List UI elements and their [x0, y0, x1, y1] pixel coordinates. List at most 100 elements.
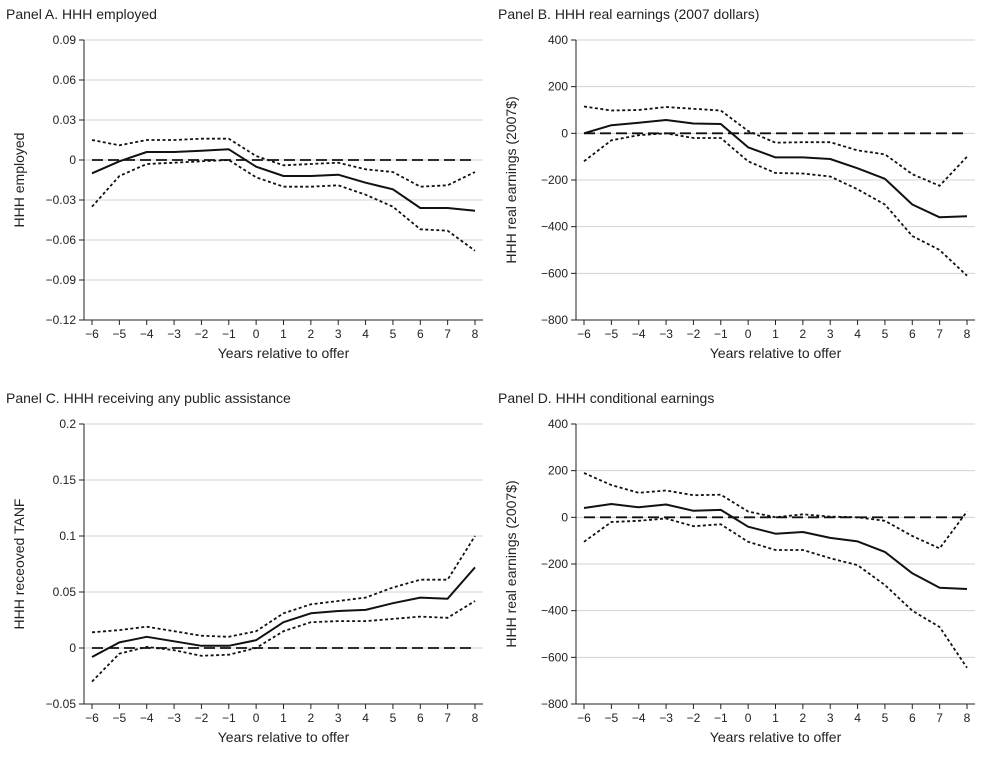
panel-a-x-tick-label: −2: [195, 327, 209, 341]
panel-c-x-tick-label: 0: [253, 711, 260, 725]
panel-d-y-axis-title: HHH real earnings (2007$): [503, 480, 519, 647]
panel-c-x-tick-label: 6: [417, 711, 424, 725]
panel-a-chart: 0.090.060.030−0.03−0.06−0.09−0.12−6 −5 −4−…: [11, 33, 483, 361]
panel-c-y-tick-label: 0: [69, 641, 76, 655]
panel-a-x-tick-label: −5: [113, 327, 127, 341]
panel-d-x-tick-label: −1: [714, 711, 728, 725]
panel-a-series-solid-0: [91, 148, 476, 212]
panel-d-x-tick-label: 8: [964, 711, 971, 725]
panel-a-y-tick-label: −0.12: [46, 313, 77, 327]
panel-b-chart: 400 200 0 −200 −400 −600 −800 −6 −5 −4 −3 −2 −1 0 1 2 3 4…: [503, 33, 975, 361]
panel-d: Panel D. HHH conditional earnings 400 200…: [492, 384, 983, 768]
panel-c-x-tick-label: 8: [472, 711, 479, 725]
panel-c-y-axis-title: HHH receoved TANF: [11, 499, 27, 630]
panel-c-x-tick-label: 3: [335, 711, 342, 725]
panel-a-x-tick-label: −4: [140, 327, 154, 341]
panel-a-title: Panel A. HHH employed: [6, 6, 157, 22]
panel-c-title: Panel C. HHH receiving any public assist…: [6, 390, 291, 406]
panel-d-series-dotted-1: [583, 472, 968, 550]
panel-c-x-axis-title: Years relative to offer: [218, 729, 350, 745]
panel-d-title: Panel D. HHH conditional earnings: [498, 390, 715, 406]
panel-a-x-axis-title: Years relative to offer: [218, 345, 350, 361]
panel-d-x-tick-label: 2: [800, 711, 807, 725]
panel-a-y-tick-label: −0.09: [46, 273, 77, 287]
panel-c-series-dotted-1: [91, 535, 476, 638]
panel-a-x-tick-label: −1: [222, 327, 236, 341]
panel-d-x-tick-label: 5: [882, 711, 889, 725]
panel-a-series-dotted-1: [91, 137, 476, 188]
panel-d-x-tick-label: 3: [827, 711, 834, 725]
panel-b-x-tick-label: 3: [827, 327, 834, 341]
panel-b-x-tick-label: −1: [714, 327, 728, 341]
panel-a-x-tick-label: 7: [444, 327, 451, 341]
panel-b: Panel B. HHH real earnings (2007 dollars…: [492, 0, 983, 384]
panel-a-y-tick-label: −0.06: [46, 233, 77, 247]
panel-c-y-tick-label: −0.05: [46, 697, 77, 711]
panel-d-x-tick-label: 7: [936, 711, 943, 725]
panel-a-y-tick-label: 0.06: [53, 73, 77, 87]
panel-b-y-tick-label: −400: [541, 220, 568, 234]
panel-b-x-tick-label: 2: [800, 327, 807, 341]
panel-d-x-tick-label: −5: [605, 711, 619, 725]
panel-d-x-tick-label: −4: [632, 711, 646, 725]
panel-d-y-tick-label: 0: [561, 510, 568, 524]
panel-c-y-tick-label: 0.05: [53, 585, 77, 599]
panel-a-x-tick-label: 8: [472, 327, 479, 341]
panel-a-y-tick-label: 0.03: [53, 113, 77, 127]
panel-c-x-tick-label: −3: [167, 711, 181, 725]
panel-b-x-tick-label: 1: [772, 327, 779, 341]
panel-d-chart: 400 200 0 −200 −400 −600 −800 −6 −5 −4 −3 −2 −1 0 1 2 3 4…: [503, 417, 975, 745]
panel-d-y-tick-label: −400: [541, 604, 568, 618]
panel-c-y-tick-label: 0.1: [59, 529, 76, 543]
panel-b-series-solid-0: [583, 119, 968, 219]
panel-a-y-tick-label: 0.09: [53, 33, 77, 47]
panel-b-series-dotted-1: [583, 105, 968, 187]
panel-c-series-solid-0: [91, 566, 476, 658]
panel-b-y-tick-label: −800: [541, 313, 568, 327]
panel-d-x-tick-label: −3: [659, 711, 673, 725]
panel-c-x-tick-label: 1: [280, 711, 287, 725]
panel-a-x-tick-label: 2: [308, 327, 315, 341]
panel-c-x-tick-label: −2: [195, 711, 209, 725]
panel-a: Panel A. HHH employed 0.09 0.06 0.03 0 −0.03…: [0, 0, 491, 384]
panel-c: Panel C. HHH receiving any public assist…: [0, 384, 491, 768]
panel-a-x-tick-label: −3: [167, 327, 181, 341]
panel-c-x-tick-label: 4: [362, 711, 369, 725]
panel-c-x-tick-label: −1: [222, 711, 236, 725]
panel-b-series-dotted-2: [583, 132, 968, 277]
panel-b-x-tick-label: 0: [745, 327, 752, 341]
panel-b-x-tick-label: 5: [882, 327, 889, 341]
panel-c-series-dotted-2: [91, 600, 476, 683]
panel-a-y-tick-label: −0.03: [46, 193, 77, 207]
panel-d-y-tick-label: 200: [548, 464, 568, 478]
panel-c-y-tick-label: 0.15: [53, 473, 77, 487]
panel-c-chart: 0.2 0.15 0.1 0.05 0 −0.05 −6 −5 −4 −3 −2 −1 0 1 2 3 4 5 6 7…: [11, 417, 483, 745]
panel-b-x-tick-label: 4: [854, 327, 861, 341]
panel-b-x-tick-label: 6: [909, 327, 916, 341]
panel-a-x-tick-label: 0: [253, 327, 260, 341]
panel-a-x-tick-label: 6: [417, 327, 424, 341]
panel-b-x-tick-label: −6: [577, 327, 591, 341]
panel-c-x-tick-label: 2: [308, 711, 315, 725]
panel-a-x-tick-label: 5: [390, 327, 397, 341]
panel-d-x-tick-label: −6: [577, 711, 591, 725]
panel-a-y-axis-title: HHH employed: [11, 133, 27, 228]
panel-d-y-tick-label: −600: [541, 650, 568, 664]
panel-d-y-tick-label: −800: [541, 697, 568, 711]
panel-b-y-axis-title: HHH real earnings (2007$): [503, 96, 519, 263]
panel-d-y-tick-label: 400: [548, 417, 568, 431]
panel-c-x-tick-label: −5: [113, 711, 127, 725]
panel-c-x-tick-label: 5: [390, 711, 397, 725]
panel-a-x-tick-label: 4: [362, 327, 369, 341]
panel-c-y-tick-label: 0.2: [59, 417, 76, 431]
panel-b-x-tick-label: −5: [605, 327, 619, 341]
panel-c-x-tick-label: 7: [444, 711, 451, 725]
panel-a-y-tick-label: 0: [69, 153, 76, 167]
panel-d-x-tick-label: 0: [745, 711, 752, 725]
panel-b-y-tick-label: −600: [541, 266, 568, 280]
panel-d-y-tick-label: −200: [541, 557, 568, 571]
panel-b-x-axis-title: Years relative to offer: [710, 345, 842, 361]
panel-b-y-tick-label: 0: [561, 126, 568, 140]
panel-d-x-axis-title: Years relative to offer: [710, 729, 842, 745]
panel-b-y-tick-label: 200: [548, 80, 568, 94]
